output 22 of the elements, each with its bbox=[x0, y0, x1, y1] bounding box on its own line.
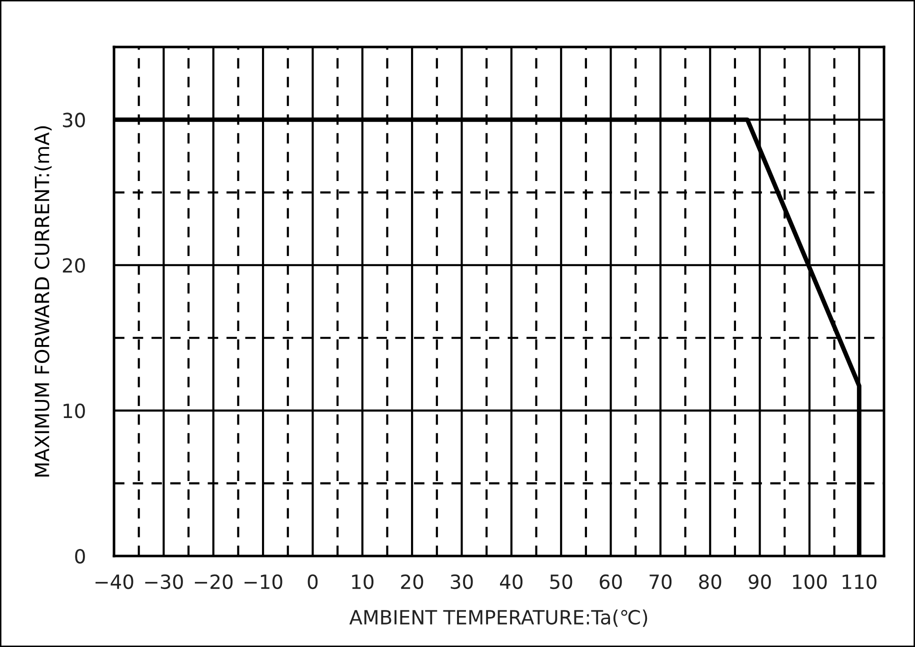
x-tick-label: 60 bbox=[600, 574, 622, 590]
x-tick-label: 110 bbox=[842, 574, 876, 590]
y-axis-title: MAXIMUM FORWARD CURRENT:(mA) bbox=[34, 126, 52, 476]
x-tick-label: 70 bbox=[650, 574, 672, 590]
x-tick-label: −10 bbox=[244, 574, 282, 590]
x-tick-label: 90 bbox=[748, 574, 771, 590]
y-tick-label: 0 bbox=[75, 548, 85, 564]
y-tick-label: 30 bbox=[62, 112, 85, 128]
x-tick-label: 30 bbox=[450, 574, 473, 590]
y-tick-label: 10 bbox=[64, 404, 85, 418]
x-axis-title: AMBIENT TEMPERATURE:Ta(℃) bbox=[349, 610, 648, 627]
y-tick-label: 20 bbox=[62, 258, 85, 273]
x-tick-label: 50 bbox=[550, 574, 572, 590]
x-tick-label: 80 bbox=[699, 574, 722, 590]
x-tick-label: −20 bbox=[194, 574, 233, 590]
x-tick-label: −30 bbox=[145, 574, 183, 590]
x-tick-label: 20 bbox=[401, 574, 424, 590]
x-tick-label: 40 bbox=[500, 574, 522, 590]
x-tick-label: 100 bbox=[793, 574, 827, 590]
x-tick-label: 0 bbox=[308, 574, 318, 590]
x-tick-label: −40 bbox=[96, 574, 134, 590]
x-tick-label: 10 bbox=[352, 574, 374, 590]
